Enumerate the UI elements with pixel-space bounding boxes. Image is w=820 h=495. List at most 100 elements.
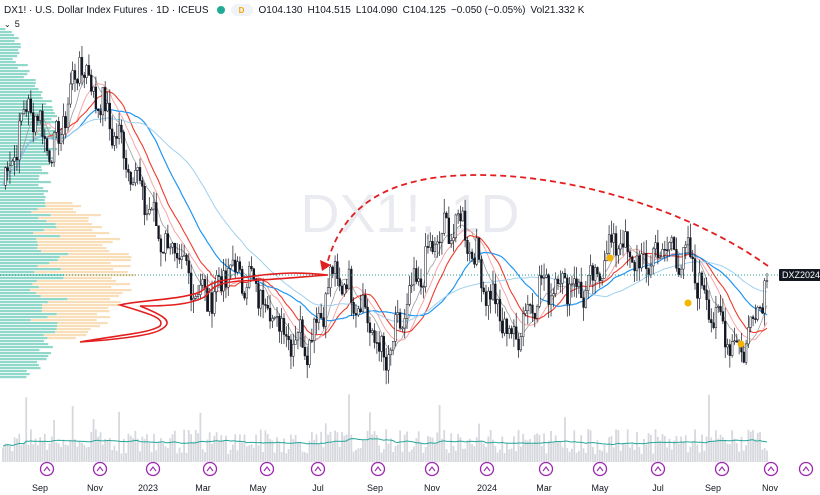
price-marker-dot: [606, 254, 614, 262]
volume-bar: [708, 394, 710, 462]
candle-body: [403, 318, 406, 329]
profile-bar-value-area: [56, 325, 100, 328]
profile-bar: [0, 160, 48, 163]
profile-bar-value-area: [59, 256, 132, 259]
candle-body: [445, 212, 448, 219]
volume-bar: [501, 436, 504, 462]
candle-body: [366, 306, 369, 324]
profile-bar-value-area: [38, 286, 112, 289]
volume-bar: [691, 440, 694, 462]
volume-bar: [752, 430, 754, 462]
candle-body: [491, 283, 495, 300]
candle-body: [408, 285, 411, 305]
volume-bar: [139, 451, 141, 462]
candle-body: [684, 244, 687, 248]
profile-bar: [0, 292, 36, 295]
candle-body: [665, 249, 669, 252]
candle-body: [698, 272, 701, 299]
volume-bar: [640, 453, 643, 462]
dividend-event-icon[interactable]: [424, 461, 440, 477]
symbol-title[interactable]: DX1! · U.S. Dollar Index Futures · 1D · …: [4, 4, 209, 16]
dividend-event-icon[interactable]: [592, 461, 608, 477]
candle-body: [461, 210, 464, 222]
candle-body: [677, 267, 680, 276]
candle-body: [180, 256, 183, 260]
dividend-event-icon[interactable]: [650, 461, 666, 477]
candle-body: [668, 242, 671, 251]
x-tick-label: Jul: [312, 483, 324, 493]
candle-body: [129, 171, 132, 185]
volume-bar: [656, 436, 659, 462]
volume-bar: [596, 440, 599, 462]
candle-body: [614, 233, 618, 256]
volume-bar: [715, 430, 717, 462]
volume-bar: [766, 450, 768, 462]
candle-body: [621, 243, 625, 248]
candle-body: [587, 275, 590, 291]
dividend-event-icon[interactable]: [479, 461, 495, 477]
volume-bar: [369, 412, 371, 462]
volume-bar: [206, 439, 209, 462]
candle-body: [561, 273, 564, 284]
candle-body: [691, 256, 694, 259]
profile-bar: [0, 373, 30, 376]
dividend-event-icon[interactable]: [538, 461, 554, 477]
candle-body: [169, 246, 172, 249]
profile-bar: [0, 271, 35, 274]
candle-body: [250, 266, 253, 270]
volume-bar: [624, 443, 627, 462]
volume-bar: [11, 451, 14, 462]
candle-body: [368, 322, 372, 333]
profile-bar: [0, 310, 42, 313]
volume-bar: [192, 441, 195, 462]
profile-bar: [0, 145, 45, 148]
volume-bar: [670, 449, 673, 462]
candle-body: [268, 307, 272, 322]
dividend-event-icon[interactable]: [202, 461, 218, 477]
volume-bar: [712, 440, 715, 462]
dividend-event-icon[interactable]: [145, 461, 161, 477]
volume-bar: [378, 445, 381, 462]
profile-bar: [0, 112, 55, 115]
volume-bar: [178, 447, 181, 462]
volume-bar: [125, 453, 127, 462]
volume-bar: [663, 436, 666, 462]
dividend-event-icon[interactable]: [39, 461, 55, 477]
volume-bar: [20, 445, 23, 462]
profile-bar: [0, 175, 40, 178]
volume-bar: [447, 453, 450, 462]
candle-body: [217, 274, 221, 277]
candle-body: [382, 336, 385, 358]
profile-bar: [0, 157, 55, 160]
profile-bar: [0, 238, 37, 241]
candle-body: [52, 132, 56, 163]
profile-bar-value-area: [47, 301, 121, 304]
candle-body: [405, 304, 409, 319]
candle-body: [66, 103, 70, 128]
volume-bar: [731, 430, 734, 462]
dividend-event-icon[interactable]: [92, 461, 108, 477]
candle-body: [391, 341, 395, 351]
profile-bar: [0, 148, 58, 151]
dividend-event-icon[interactable]: [259, 461, 275, 477]
candle-body: [361, 294, 365, 313]
dividend-event-icon[interactable]: [714, 461, 730, 477]
dividend-event-icon[interactable]: [798, 461, 814, 477]
candle-body: [18, 120, 21, 161]
profile-bar-value-area: [41, 250, 110, 253]
event-flash-icon[interactable]: [763, 461, 779, 477]
indicator-toggle[interactable]: ⌄ 5: [4, 19, 20, 29]
profile-bar: [0, 94, 42, 97]
candle-body: [466, 239, 469, 254]
dividend-event-icon[interactable]: [310, 461, 326, 477]
dividend-event-icon[interactable]: [370, 461, 386, 477]
volume-bar: [438, 405, 441, 462]
delayed-data-badge[interactable]: D: [230, 4, 253, 16]
volume-bar: [187, 430, 190, 462]
candle-body: [396, 312, 399, 315]
candle-body: [526, 304, 529, 311]
candle-body: [78, 57, 81, 84]
event-icons-row[interactable]: [39, 461, 814, 477]
profile-bar: [0, 322, 58, 325]
